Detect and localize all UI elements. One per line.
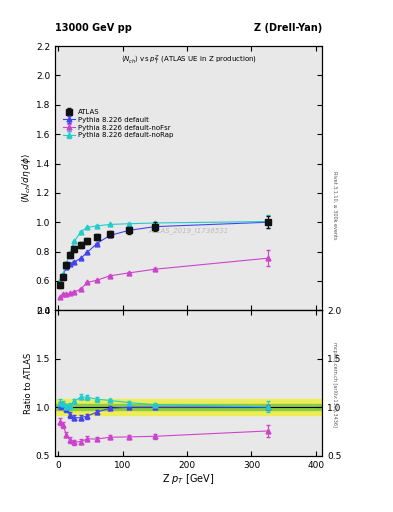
Text: $\langle N_{ch}\rangle$ vs $p_T^Z$ (ATLAS UE in Z production): $\langle N_{ch}\rangle$ vs $p_T^Z$ (ATLA… bbox=[121, 54, 257, 67]
Y-axis label: Ratio to ATLAS: Ratio to ATLAS bbox=[24, 352, 33, 414]
Y-axis label: $\langle N_{ch}/d\eta\,d\phi\rangle$: $\langle N_{ch}/d\eta\,d\phi\rangle$ bbox=[20, 153, 33, 203]
Legend: ATLAS, Pythia 8.226 default, Pythia 8.226 default-noFsr, Pythia 8.226 default-no: ATLAS, Pythia 8.226 default, Pythia 8.22… bbox=[61, 108, 174, 140]
Text: Z (Drell-Yan): Z (Drell-Yan) bbox=[254, 23, 322, 33]
X-axis label: Z $p_T$ [GeV]: Z $p_T$ [GeV] bbox=[162, 472, 215, 486]
Text: ATLAS_2019_I1736531: ATLAS_2019_I1736531 bbox=[149, 228, 229, 234]
Text: Rivet 3.1.10, ≥ 300k events: Rivet 3.1.10, ≥ 300k events bbox=[332, 170, 337, 239]
Text: mcplots.cern.ch [arXiv:1306.3436]: mcplots.cern.ch [arXiv:1306.3436] bbox=[332, 342, 337, 426]
Bar bbox=[55, 399, 322, 415]
Bar bbox=[55, 404, 322, 410]
Text: 13000 GeV pp: 13000 GeV pp bbox=[55, 23, 132, 33]
